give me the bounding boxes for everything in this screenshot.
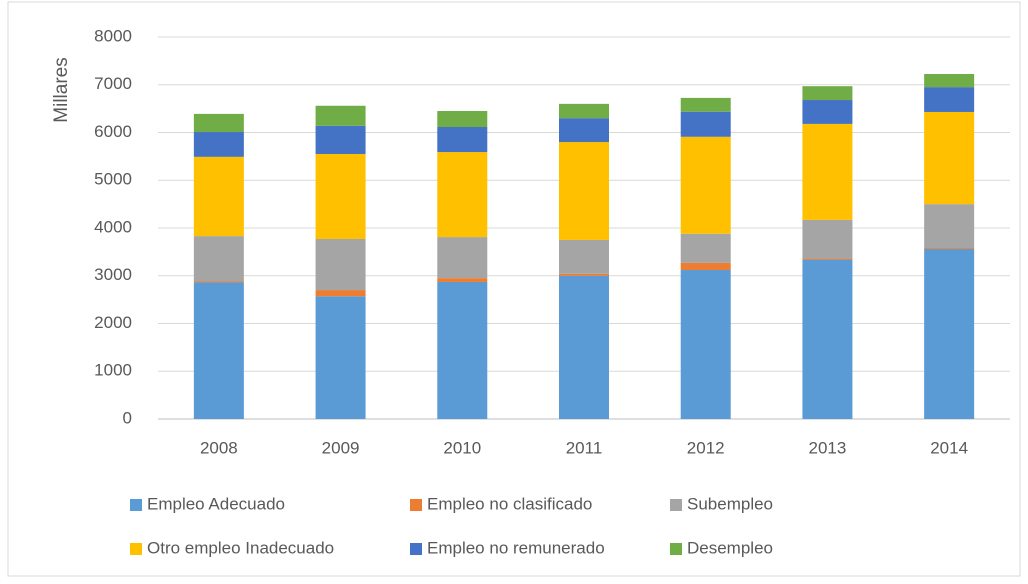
x-tick-label: 2014 [930, 438, 968, 457]
legend-swatch [410, 543, 422, 555]
legend-swatch [410, 499, 422, 511]
legend-label: Otro empleo Inadecuado [147, 538, 334, 557]
x-tick-label: 2013 [809, 438, 847, 457]
bar-segment [802, 123, 853, 220]
x-tick-label: 2011 [566, 438, 603, 457]
x-tick-label: 2008 [200, 438, 238, 457]
y-tick-label: 3000 [94, 265, 132, 284]
bar-segment [559, 142, 609, 240]
bar-segment [559, 273, 609, 276]
legend-swatch [670, 543, 682, 555]
legend-label: Subempleo [687, 494, 773, 513]
bar-segment [315, 238, 366, 291]
x-tick-label: 2009 [322, 438, 360, 457]
bar-segment [437, 237, 488, 279]
bar-segment [802, 219, 853, 260]
y-axis-label: Millares [51, 57, 72, 122]
bar-segment [315, 290, 366, 297]
bar-segment [315, 153, 366, 239]
y-tick-label: 0 [123, 408, 132, 427]
y-tick-label: 6000 [94, 122, 132, 141]
bar-segment [802, 259, 853, 260]
bar-segment [437, 278, 488, 282]
x-tick-label: 2012 [687, 438, 725, 457]
bar-segment [193, 281, 244, 283]
bar-segment [437, 127, 488, 153]
bar-segment [193, 132, 244, 157]
bar-segment [680, 233, 731, 263]
bar-segment [924, 74, 975, 88]
bar-segment [315, 105, 366, 126]
bar-segment [802, 259, 853, 419]
bar-segment [924, 248, 975, 250]
bar-segment [924, 87, 975, 112]
bar-segment [559, 275, 609, 419]
legend-swatch [130, 543, 142, 555]
y-tick-label: 8000 [94, 26, 132, 45]
y-tick-label: 7000 [94, 74, 132, 93]
chart-frame [7, 1, 1021, 577]
bar-segment [680, 262, 731, 271]
legend-label: Empleo no clasificado [427, 494, 592, 513]
legend-swatch [130, 499, 142, 511]
bar-segment [680, 270, 731, 419]
legend-label: Empleo no remunerado [427, 538, 605, 557]
bar-segment [193, 156, 244, 237]
bar-segment [559, 239, 609, 274]
bar-segment [193, 113, 244, 133]
bar-segment [802, 86, 853, 101]
bar-segment [680, 111, 731, 137]
y-tick-label: 1000 [94, 361, 132, 380]
bar-segment [315, 125, 366, 154]
bar-segment [437, 152, 488, 238]
legend-swatch [670, 499, 682, 511]
bar-segment [437, 111, 488, 128]
x-tick-label: 2010 [443, 438, 481, 457]
bar-segment [680, 136, 731, 234]
legend-label: Desempleo [687, 538, 773, 557]
y-tick-label: 2000 [94, 313, 132, 332]
legend-label: Empleo Adecuado [147, 494, 285, 513]
bar-segment [924, 249, 975, 419]
y-tick-label: 4000 [94, 217, 132, 236]
bar-segment [193, 282, 244, 419]
bar-segment [680, 97, 731, 112]
bar-segment [559, 103, 609, 119]
bar-segment [437, 281, 488, 419]
bar-segment [802, 100, 853, 124]
bar-segment [193, 236, 244, 282]
bar-segment [924, 111, 975, 205]
bar-segment [315, 296, 366, 419]
y-tick-label: 5000 [94, 170, 132, 189]
bar-segment [559, 118, 609, 143]
bar-segment [924, 204, 975, 249]
